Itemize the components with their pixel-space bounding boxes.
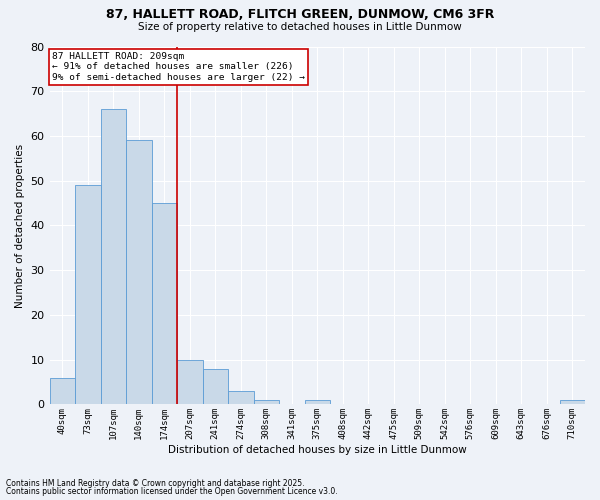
Bar — [254, 400, 279, 404]
Bar — [126, 140, 152, 404]
Bar — [75, 185, 101, 404]
Bar — [152, 203, 177, 404]
Bar — [177, 360, 203, 405]
Bar — [560, 400, 585, 404]
Bar — [50, 378, 75, 404]
Text: Contains public sector information licensed under the Open Government Licence v3: Contains public sector information licen… — [6, 487, 338, 496]
Bar — [305, 400, 330, 404]
Bar — [101, 109, 126, 405]
X-axis label: Distribution of detached houses by size in Little Dunmow: Distribution of detached houses by size … — [168, 445, 467, 455]
Y-axis label: Number of detached properties: Number of detached properties — [15, 144, 25, 308]
Text: Contains HM Land Registry data © Crown copyright and database right 2025.: Contains HM Land Registry data © Crown c… — [6, 478, 305, 488]
Text: 87 HALLETT ROAD: 209sqm
← 91% of detached houses are smaller (226)
9% of semi-de: 87 HALLETT ROAD: 209sqm ← 91% of detache… — [52, 52, 305, 82]
Bar — [203, 368, 228, 404]
Text: 87, HALLETT ROAD, FLITCH GREEN, DUNMOW, CM6 3FR: 87, HALLETT ROAD, FLITCH GREEN, DUNMOW, … — [106, 8, 494, 20]
Bar — [228, 391, 254, 404]
Text: Size of property relative to detached houses in Little Dunmow: Size of property relative to detached ho… — [138, 22, 462, 32]
